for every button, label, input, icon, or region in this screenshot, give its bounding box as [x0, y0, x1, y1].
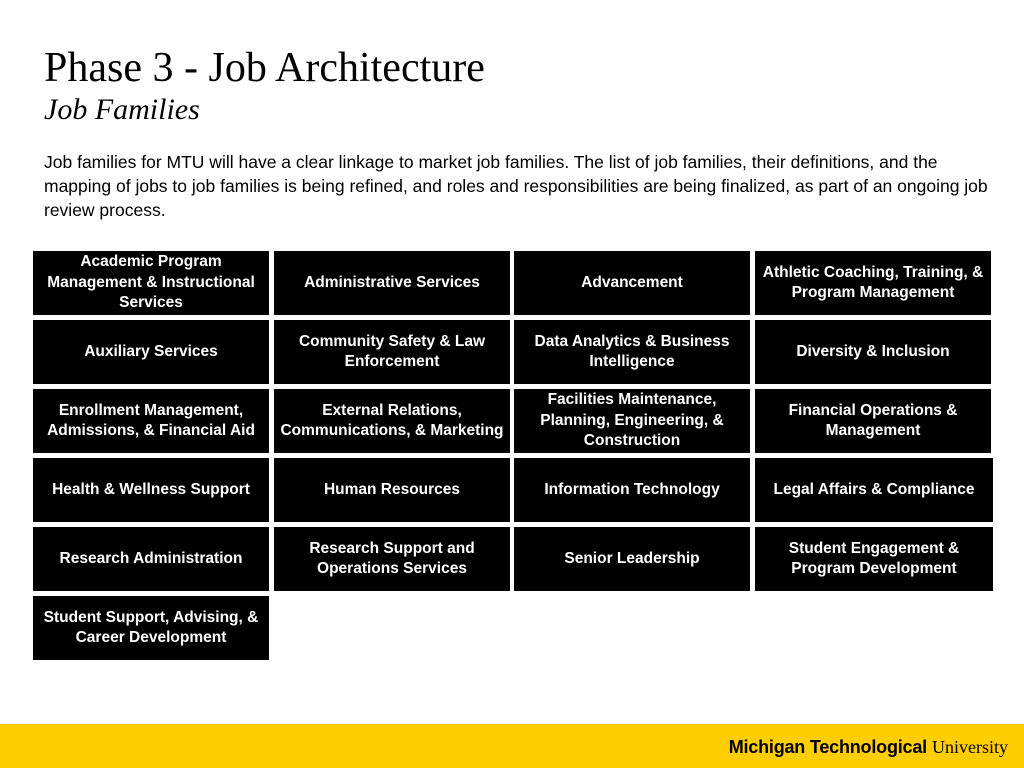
job-family-tile[interactable]: Auxiliary Services — [33, 320, 269, 384]
intro-paragraph: Job families for MTU will have a clear l… — [44, 152, 988, 220]
job-family-tile[interactable]: Academic Program Management & Instructio… — [33, 251, 269, 315]
footer-band — [0, 724, 1024, 768]
job-family-tile[interactable]: External Relations, Communications, & Ma… — [274, 389, 510, 453]
logo-wordmark-light: University — [932, 737, 1008, 757]
job-family-tile[interactable]: Research Support and Operations Services — [274, 527, 510, 591]
job-family-tile[interactable]: Athletic Coaching, Training, & Program M… — [755, 251, 991, 315]
job-family-tile[interactable]: Human Resources — [274, 458, 510, 522]
job-family-tile[interactable]: Advancement — [514, 251, 750, 315]
logo-wordmark-bold: Michigan Technological — [728, 737, 927, 757]
slide-title: Phase 3 - Job Architecture — [44, 45, 485, 91]
job-family-tile[interactable]: Data Analytics & Business Intelligence — [514, 320, 750, 384]
job-family-tile[interactable]: Legal Affairs & Compliance — [755, 458, 993, 522]
job-family-tile[interactable]: Administrative Services — [274, 251, 510, 315]
job-family-tile[interactable]: Financial Operations & Management — [755, 389, 991, 453]
job-family-tile[interactable]: Community Safety & Law Enforcement — [274, 320, 510, 384]
job-family-tile[interactable]: Student Engagement & Program Development — [755, 527, 993, 591]
job-family-tile[interactable]: Student Support, Advising, & Career Deve… — [33, 596, 269, 660]
job-family-tile[interactable]: Facilities Maintenance, Planning, Engine… — [514, 389, 750, 453]
university-logo: Michigan Technological University — [729, 736, 1008, 758]
job-family-tile[interactable]: Senior Leadership — [514, 527, 750, 591]
job-family-tile[interactable]: Enrollment Management, Admissions, & Fin… — [33, 389, 269, 453]
job-family-tile[interactable]: Information Technology — [514, 458, 750, 522]
slide-subtitle: Job Families — [44, 93, 200, 126]
job-family-tile[interactable]: Health & Wellness Support — [33, 458, 269, 522]
job-family-tile[interactable]: Research Administration — [33, 527, 269, 591]
job-family-tile[interactable]: Diversity & Inclusion — [755, 320, 991, 384]
